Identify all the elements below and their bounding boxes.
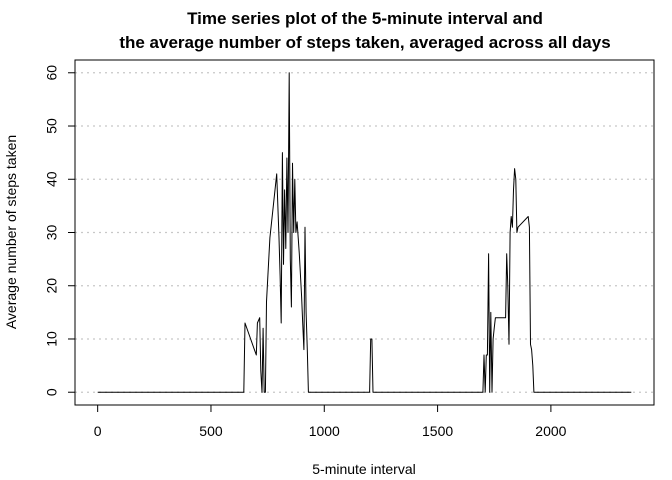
x-axis-label: 5-minute interval [312, 461, 416, 477]
y-tick-label: 20 [44, 278, 60, 294]
y-tick-label: 10 [44, 331, 60, 347]
x-tick-label: 500 [199, 423, 223, 439]
chart-title-line-2: the average number of steps taken, avera… [119, 33, 610, 52]
x-tick-label: 2000 [535, 423, 566, 439]
chart-title-line-1: Time series plot of the 5-minute interva… [187, 9, 543, 28]
y-tick-label: 60 [44, 65, 60, 81]
y-axis-label: Average number of steps taken [3, 135, 19, 329]
series-polyline-0 [97, 72, 632, 393]
x-tick-label: 0 [94, 423, 102, 439]
gridlines [75, 72, 654, 393]
y-tick-label: 50 [44, 118, 60, 134]
x-axis: 0 500 1000 1500 2000 [94, 404, 567, 439]
y-tick-label: 0 [44, 388, 60, 396]
y-axis: 0 10 20 30 40 50 60 [44, 65, 76, 396]
series-line [97, 72, 632, 393]
y-tick-label: 40 [44, 171, 60, 187]
x-tick-label: 1500 [422, 423, 453, 439]
y-tick-label: 30 [44, 225, 60, 241]
x-tick-label: 1000 [309, 423, 340, 439]
